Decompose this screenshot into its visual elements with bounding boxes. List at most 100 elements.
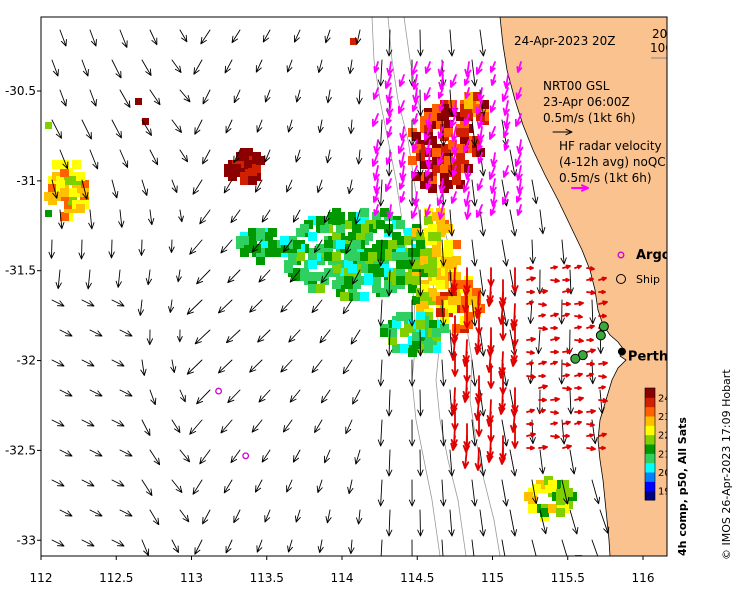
velocity-arrow — [118, 209, 125, 228]
hf-radar-arrow — [514, 113, 522, 127]
sst-pixel — [436, 308, 445, 317]
map-title: 24-Apr-2023 20Z — [514, 34, 616, 48]
velocity-arrow — [509, 449, 517, 477]
sst-pixel — [248, 168, 257, 177]
sst-pixel — [388, 336, 397, 345]
hf-radar-arrow — [586, 372, 594, 378]
sst-pixel — [380, 208, 389, 217]
sst-pixel — [44, 192, 53, 201]
velocity-arrow — [288, 329, 301, 343]
velocity-arrow — [217, 359, 233, 374]
hf-radar-arrow — [501, 191, 509, 205]
velocity-arrow — [355, 29, 362, 45]
velocity-arrow — [411, 539, 413, 556]
sst-pixel — [420, 300, 429, 309]
sst-pixel — [80, 188, 89, 197]
velocity-arrow — [440, 419, 447, 447]
sst-pixel — [380, 328, 389, 337]
sst-pixel — [448, 140, 457, 149]
plot-frame — [40, 16, 668, 557]
hf-radar-arrow — [464, 61, 472, 77]
sst-pixel — [460, 136, 469, 145]
velocity-arrow — [189, 239, 203, 255]
colorbar-swatch — [645, 444, 655, 454]
sst-pixel — [76, 172, 85, 181]
velocity-arrow — [377, 119, 385, 147]
hf-radar-arrow — [526, 276, 536, 282]
hf-radar-arrow — [586, 408, 596, 414]
sst-pixel — [436, 280, 445, 289]
velocity-arrow — [48, 239, 55, 259]
hf-radar-arrow — [489, 100, 496, 113]
velocity-arrow — [119, 29, 128, 48]
sst-pixel — [556, 496, 565, 505]
velocity-arrow — [81, 539, 95, 547]
velocity-arrow — [179, 509, 190, 523]
velocity-arrow — [531, 479, 539, 505]
sst-pixel — [332, 264, 341, 273]
hf-radar-arrow — [550, 434, 560, 440]
velocity-arrow — [325, 149, 332, 164]
colorbar-label: 4h comp, p50, All Sats — [676, 417, 689, 556]
sst-pixel — [432, 248, 441, 257]
sst-pixel — [528, 504, 537, 513]
hf-radar-arrow — [515, 165, 523, 181]
hf-radar-arrow — [598, 374, 607, 379]
sst-pixel — [424, 216, 433, 225]
velocity-arrow — [471, 179, 478, 207]
x-axis: 112 112.5 113 113.5 114 114.5 115 115.5 116 — [30, 556, 654, 585]
velocity-arrow — [354, 209, 361, 225]
hf-radar-arrow — [397, 100, 405, 114]
sst-pixel — [280, 236, 289, 245]
velocity-arrow — [89, 509, 103, 517]
velocity-arrow — [51, 359, 65, 367]
velocity-arrow — [89, 329, 103, 337]
hf-radar-arrow — [502, 165, 509, 178]
sst-pixel — [372, 212, 381, 221]
hf-radar-arrow — [424, 61, 431, 74]
hf-radar-arrow — [424, 204, 431, 217]
hf-radar-arrow — [598, 300, 608, 306]
hf-radar-arrow — [586, 337, 594, 343]
velocity-arrow — [536, 269, 543, 295]
hf-radar-arrow — [516, 139, 524, 154]
hf-radar-arrow — [488, 165, 496, 180]
velocity-arrow — [261, 449, 271, 463]
y-tick-label: -32.5 — [5, 443, 36, 457]
x-tick-label: 113.5 — [250, 571, 284, 585]
velocity-arrow — [356, 509, 363, 525]
hf-radar-scale-arrow — [571, 184, 589, 192]
hf-radar-arrow — [574, 338, 584, 344]
sst-pixel — [420, 180, 429, 189]
velocity-arrow — [89, 29, 97, 47]
x-tick-label: 112.5 — [99, 571, 133, 585]
velocity-arrow — [178, 209, 184, 223]
hf-radar-arrow — [463, 113, 470, 126]
sst-pixel — [256, 256, 265, 265]
velocity-arrow — [286, 179, 293, 193]
velocity-arrow — [377, 359, 385, 387]
sst-pixel — [404, 236, 413, 245]
velocity-arrow — [356, 89, 363, 105]
velocity-arrow — [471, 479, 478, 507]
velocity-arrow — [317, 119, 324, 134]
velocity-arrow — [89, 89, 97, 107]
velocity-arrow — [479, 269, 486, 297]
hf-radar-arrow — [598, 385, 606, 390]
sst-pixel — [60, 168, 69, 177]
velocity-arrow — [149, 509, 160, 526]
sst-pixel — [408, 248, 417, 257]
velocity-arrow — [479, 149, 486, 177]
velocity-arrow — [141, 419, 151, 436]
velocity-arrow — [294, 509, 301, 523]
colorbar-swatch — [645, 406, 655, 417]
hf-radar-arrow — [424, 139, 432, 155]
velocity-arrow — [223, 179, 233, 194]
sst-pixel — [336, 240, 345, 249]
hf-radar-arrow — [586, 266, 595, 271]
sst-pixel — [448, 108, 457, 117]
hf-radar-arrow — [501, 87, 509, 102]
hf-radar-arrow — [451, 139, 459, 155]
hf-radar-arrow — [538, 360, 547, 366]
sst-pixel — [532, 484, 541, 493]
